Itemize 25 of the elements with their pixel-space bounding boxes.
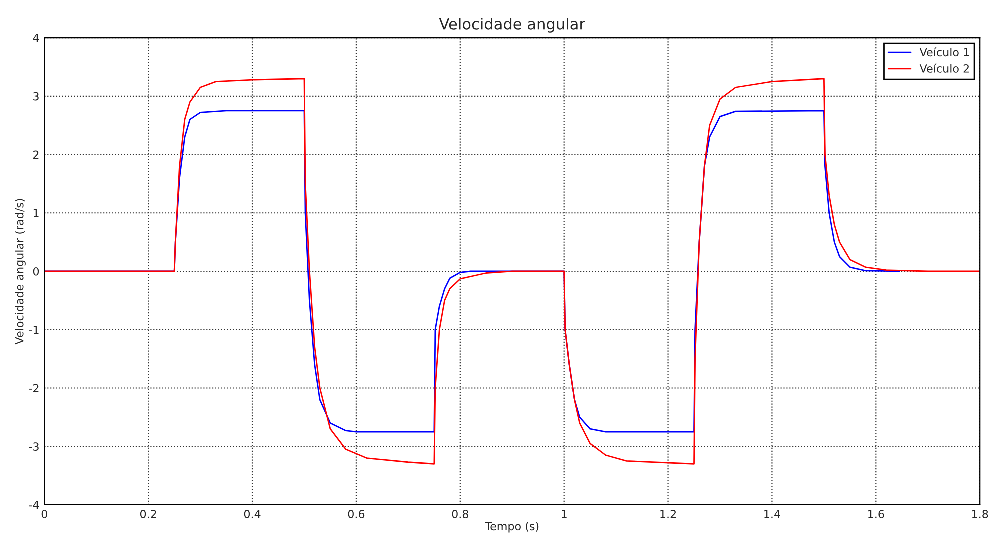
x-tick-label: 1.6 xyxy=(868,510,884,518)
y-tick-label: 0 xyxy=(33,267,40,276)
x-tick-label: 0.4 xyxy=(244,510,261,518)
x-axis-title: Tempo (s) xyxy=(485,522,539,533)
x-tick-label: 1.4 xyxy=(764,510,780,518)
x-tick-label: 1 xyxy=(562,510,567,518)
y-tick-label: -2 xyxy=(29,384,39,392)
y-tick-label: -4 xyxy=(29,501,40,510)
y-tick-label: -3 xyxy=(29,442,39,451)
x-tick-label: 1.8 xyxy=(972,510,988,518)
y-tick-label: 4 xyxy=(33,34,40,42)
y-tick-label: 1 xyxy=(34,209,39,218)
legend-label: Veículo 1 xyxy=(920,48,970,57)
x-tick-label: 1.2 xyxy=(660,510,676,518)
x-tick-label: 0.8 xyxy=(452,510,468,518)
y-tick-label: -1 xyxy=(29,326,39,334)
legend-label: Veículo 2 xyxy=(920,64,969,73)
x-tick-label: 0 xyxy=(42,510,48,518)
line-series xyxy=(44,78,980,465)
chart-title: Velocidade angular xyxy=(439,18,586,33)
x-tick-label: 0.2 xyxy=(140,510,156,518)
y-axis-title: Velocidade angular (rad/s) xyxy=(15,199,26,345)
y-tick-label: 2 xyxy=(34,150,39,159)
x-tick-label: 0.6 xyxy=(348,510,365,518)
y-tick-label: 3 xyxy=(34,92,39,101)
